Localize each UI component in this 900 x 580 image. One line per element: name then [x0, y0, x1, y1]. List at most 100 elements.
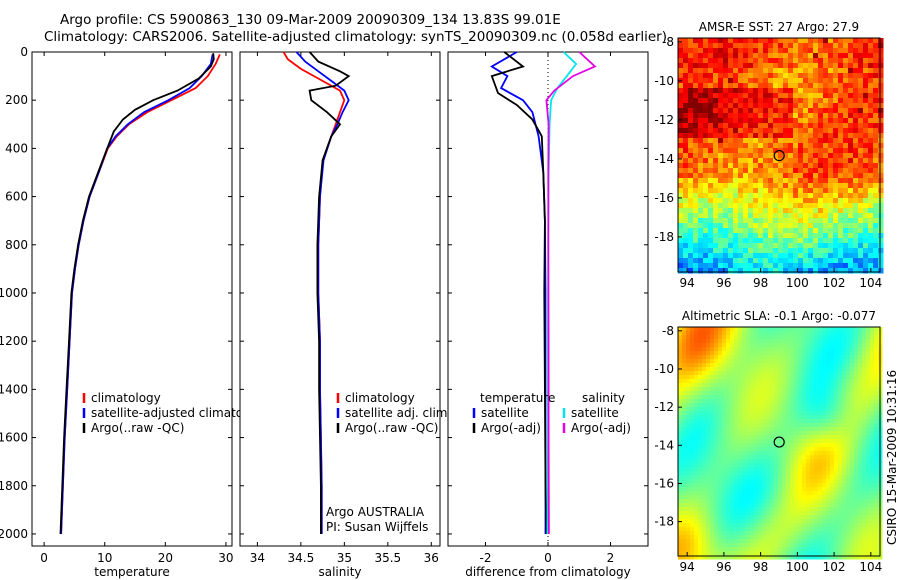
map-cell [794, 327, 799, 332]
map-cell [863, 73, 869, 79]
map-cell [826, 431, 831, 436]
map-cell [838, 431, 843, 436]
map-cell [790, 467, 795, 472]
map-cell [678, 233, 684, 239]
map-cell [818, 331, 823, 336]
map-cell [822, 419, 827, 424]
map-cell [798, 53, 804, 59]
map-cell [802, 455, 807, 460]
map-cell [703, 38, 709, 44]
map-cell [870, 451, 875, 456]
map-cell [874, 387, 879, 392]
map-cell [808, 258, 814, 264]
map-cell [794, 423, 799, 428]
map-cell [838, 53, 844, 59]
map-cell [818, 523, 823, 528]
map-cell [814, 363, 819, 368]
map-cell [810, 455, 815, 460]
map-cell [803, 168, 809, 174]
map-cell [770, 419, 775, 424]
map-cell [754, 359, 759, 364]
map-cell [758, 555, 763, 560]
map-cell [806, 439, 811, 444]
map-cell [693, 103, 699, 109]
map-cell [778, 439, 783, 444]
map-cell [798, 158, 804, 164]
map-cell [830, 419, 835, 424]
map-cell [718, 198, 724, 204]
map-cell [818, 253, 824, 259]
map-cell [753, 193, 759, 199]
map-cell [874, 411, 879, 416]
map-cell [714, 343, 719, 348]
map-cell [738, 327, 743, 332]
map-cell [714, 339, 719, 344]
map-cell [803, 158, 809, 164]
map-cell [746, 351, 751, 356]
map-cell [808, 193, 814, 199]
map-cell [703, 48, 709, 54]
map-cell [826, 539, 831, 544]
map-cell [730, 451, 735, 456]
map-cell [823, 138, 829, 144]
map-cell [808, 113, 814, 119]
map-cell [803, 48, 809, 54]
map-cell [763, 263, 769, 269]
map-cell [842, 491, 847, 496]
map-cell [822, 491, 827, 496]
map-cell [702, 359, 707, 364]
map-cell [683, 208, 689, 214]
map-cell [778, 391, 783, 396]
map-cell [713, 38, 719, 44]
map-cell [842, 375, 847, 380]
map-cell [682, 335, 687, 340]
map-cell [750, 339, 755, 344]
map-cell [714, 467, 719, 472]
map-cell [810, 479, 815, 484]
map-cell [728, 218, 734, 224]
map-cell [863, 68, 869, 74]
map-cell [848, 198, 854, 204]
map-cell [870, 391, 875, 396]
map-cell [750, 399, 755, 404]
map-cell [694, 539, 699, 544]
map-cell [870, 491, 875, 496]
map-cell [703, 233, 709, 239]
map-cell [698, 53, 704, 59]
map-cell [728, 188, 734, 194]
map-cell [846, 475, 851, 480]
map-cell [762, 519, 767, 524]
map-cell [774, 459, 779, 464]
map-cell [706, 471, 711, 476]
map-cell [823, 218, 829, 224]
map-cell [683, 103, 689, 109]
map-cell [734, 335, 739, 340]
map-cell [713, 263, 719, 269]
map-cell [690, 471, 695, 476]
map-cell [818, 327, 823, 332]
map-cell [703, 258, 709, 264]
map-cell [873, 243, 879, 249]
map-cell [683, 138, 689, 144]
map-cell [698, 371, 703, 376]
map-cell [718, 551, 723, 556]
map-cell [743, 58, 749, 64]
map-cell [778, 263, 784, 269]
map-cell [746, 371, 751, 376]
map-cell [774, 535, 779, 540]
map-cell [750, 439, 755, 444]
map-cell [778, 258, 784, 264]
map-cell [778, 103, 784, 109]
map-cell [846, 407, 851, 412]
map-cell [738, 48, 744, 54]
map-cell [802, 491, 807, 496]
map-cell [758, 178, 764, 184]
map-cell [843, 53, 849, 59]
map-cell [874, 431, 879, 436]
map-cell [814, 543, 819, 548]
map-cell [702, 411, 707, 416]
map-cell [726, 383, 731, 388]
map-cell [830, 399, 835, 404]
map-cell [690, 495, 695, 500]
map-cell [774, 367, 779, 372]
